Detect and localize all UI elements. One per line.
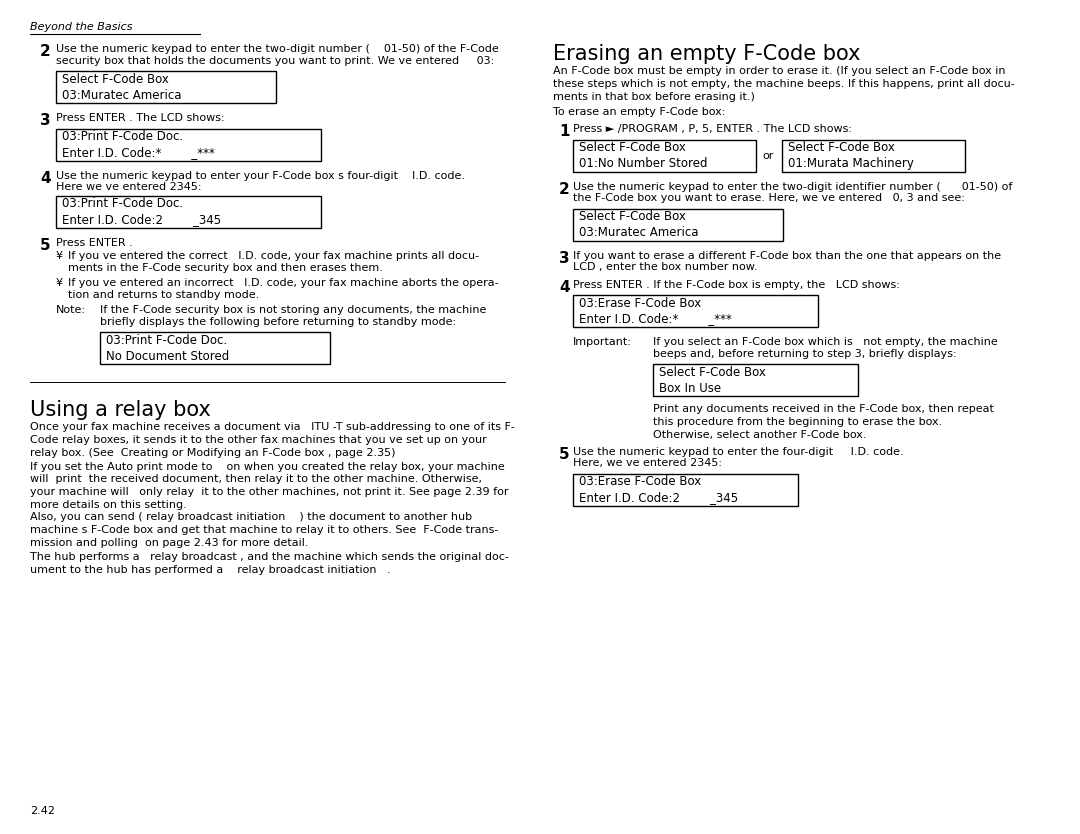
Text: Press ENTER . The LCD shows:: Press ENTER . The LCD shows: <box>56 113 225 123</box>
Text: The hub performs a   relay broadcast , and the machine which sends the original : The hub performs a relay broadcast , and… <box>30 552 509 575</box>
Bar <box>782 139 966 172</box>
Text: Print any documents received in the F-Code box, then repeat
this procedure from : Print any documents received in the F-Co… <box>653 404 994 440</box>
Text: If you select an F-Code box which is   not empty, the machine
beeps and, before : If you select an F-Code box which is not… <box>653 337 998 359</box>
Text: 2: 2 <box>40 44 51 59</box>
Text: 4: 4 <box>40 170 51 185</box>
Bar <box>56 128 321 160</box>
Bar <box>56 71 276 103</box>
Text: Select F-Code Box: Select F-Code Box <box>659 365 766 379</box>
Text: Enter I.D. Code:*        _***: Enter I.D. Code:* _*** <box>62 146 215 159</box>
Text: Press ENTER .: Press ENTER . <box>56 238 133 248</box>
Text: 03:Muratec America: 03:Muratec America <box>579 226 699 239</box>
Text: 03:Erase F-Code Box: 03:Erase F-Code Box <box>579 297 701 309</box>
Text: If the F-Code security box is not storing any documents, the machine
briefly dis: If the F-Code security box is not storin… <box>100 305 486 327</box>
Bar <box>573 474 798 505</box>
Text: Enter I.D. Code:*        _***: Enter I.D. Code:* _*** <box>579 313 732 325</box>
Bar <box>573 139 756 172</box>
Bar <box>573 295 818 327</box>
Text: An F-Code box must be empty in order to erase it. (If you select an F-Code box i: An F-Code box must be empty in order to … <box>553 66 1015 102</box>
Text: 2: 2 <box>559 182 570 197</box>
Bar <box>100 332 330 364</box>
Text: Box In Use: Box In Use <box>659 381 721 394</box>
Text: Use the numeric keypad to enter your F-Code box s four-digit    I.D. code.
Here : Use the numeric keypad to enter your F-C… <box>56 170 465 192</box>
Bar <box>653 364 858 396</box>
Text: Press ENTER . If the F-Code box is empty, the   LCD shows:: Press ENTER . If the F-Code box is empty… <box>573 279 900 289</box>
Text: Use the numeric keypad to enter the two-digit number (    01-50) of the F-Code
s: Use the numeric keypad to enter the two-… <box>56 44 499 66</box>
Text: ¥: ¥ <box>56 251 63 261</box>
Text: Using a relay box: Using a relay box <box>30 400 211 420</box>
Text: Use the numeric keypad to enter the two-digit identifier number (      01-50) of: Use the numeric keypad to enter the two-… <box>573 182 1012 203</box>
Text: 03:Print F-Code Doc.: 03:Print F-Code Doc. <box>106 334 227 346</box>
Text: 03:Print F-Code Doc.: 03:Print F-Code Doc. <box>62 130 184 143</box>
Text: ¥: ¥ <box>56 278 63 288</box>
Text: 01:No Number Stored: 01:No Number Stored <box>579 157 707 170</box>
Text: If you ve entered an incorrect   I.D. code, your fax machine aborts the opera-
t: If you ve entered an incorrect I.D. code… <box>68 278 499 299</box>
Text: Select F-Code Box: Select F-Code Box <box>579 141 686 154</box>
Text: 03:Muratec America: 03:Muratec America <box>62 88 181 102</box>
Text: Select F-Code Box: Select F-Code Box <box>788 141 895 154</box>
Text: No Document Stored: No Document Stored <box>106 349 229 363</box>
Text: Also, you can send ( relay broadcast initiation    ) the document to another hub: Also, you can send ( relay broadcast ini… <box>30 513 498 548</box>
Text: If you set the Auto print mode to    on when you created the relay box, your mac: If you set the Auto print mode to on whe… <box>30 461 509 510</box>
Text: Enter I.D. Code:2        _345: Enter I.D. Code:2 _345 <box>579 491 738 504</box>
Text: Erasing an empty F-Code box: Erasing an empty F-Code box <box>553 44 861 64</box>
Text: 3: 3 <box>40 113 51 128</box>
Text: 5: 5 <box>40 238 51 253</box>
Text: Use the numeric keypad to enter the four-digit     I.D. code.
Here, we ve entere: Use the numeric keypad to enter the four… <box>573 446 904 468</box>
Text: To erase an empty F-Code box:: To erase an empty F-Code box: <box>553 107 726 117</box>
Text: Enter I.D. Code:2        _345: Enter I.D. Code:2 _345 <box>62 213 221 226</box>
Text: Beyond the Basics: Beyond the Basics <box>30 22 133 32</box>
Text: Select F-Code Box: Select F-Code Box <box>579 210 686 223</box>
Text: Select F-Code Box: Select F-Code Box <box>62 73 168 86</box>
Text: 03:Print F-Code Doc.: 03:Print F-Code Doc. <box>62 197 184 210</box>
Text: Once your fax machine receives a document via   ITU -T sub-addressing to one of : Once your fax machine receives a documen… <box>30 422 515 458</box>
Text: 2.42: 2.42 <box>30 806 55 816</box>
Text: Press ► /PROGRAM , P, 5, ENTER . The LCD shows:: Press ► /PROGRAM , P, 5, ENTER . The LCD… <box>573 124 852 134</box>
Text: or: or <box>762 150 773 160</box>
Bar <box>56 195 321 228</box>
Text: If you want to erase a different F-Code box than the one that appears on the
LCD: If you want to erase a different F-Code … <box>573 250 1001 272</box>
Bar <box>573 208 783 240</box>
Text: 3: 3 <box>559 250 569 265</box>
Text: 5: 5 <box>559 446 569 461</box>
Text: Note:: Note: <box>56 305 86 315</box>
Text: If you ve entered the correct   I.D. code, your fax machine prints all docu-
men: If you ve entered the correct I.D. code,… <box>68 251 480 273</box>
Text: 01:Murata Machinery: 01:Murata Machinery <box>788 157 914 170</box>
Text: 4: 4 <box>559 279 569 294</box>
Text: 1: 1 <box>559 124 569 139</box>
Text: 03:Erase F-Code Box: 03:Erase F-Code Box <box>579 475 701 488</box>
Text: Important:: Important: <box>573 337 632 347</box>
